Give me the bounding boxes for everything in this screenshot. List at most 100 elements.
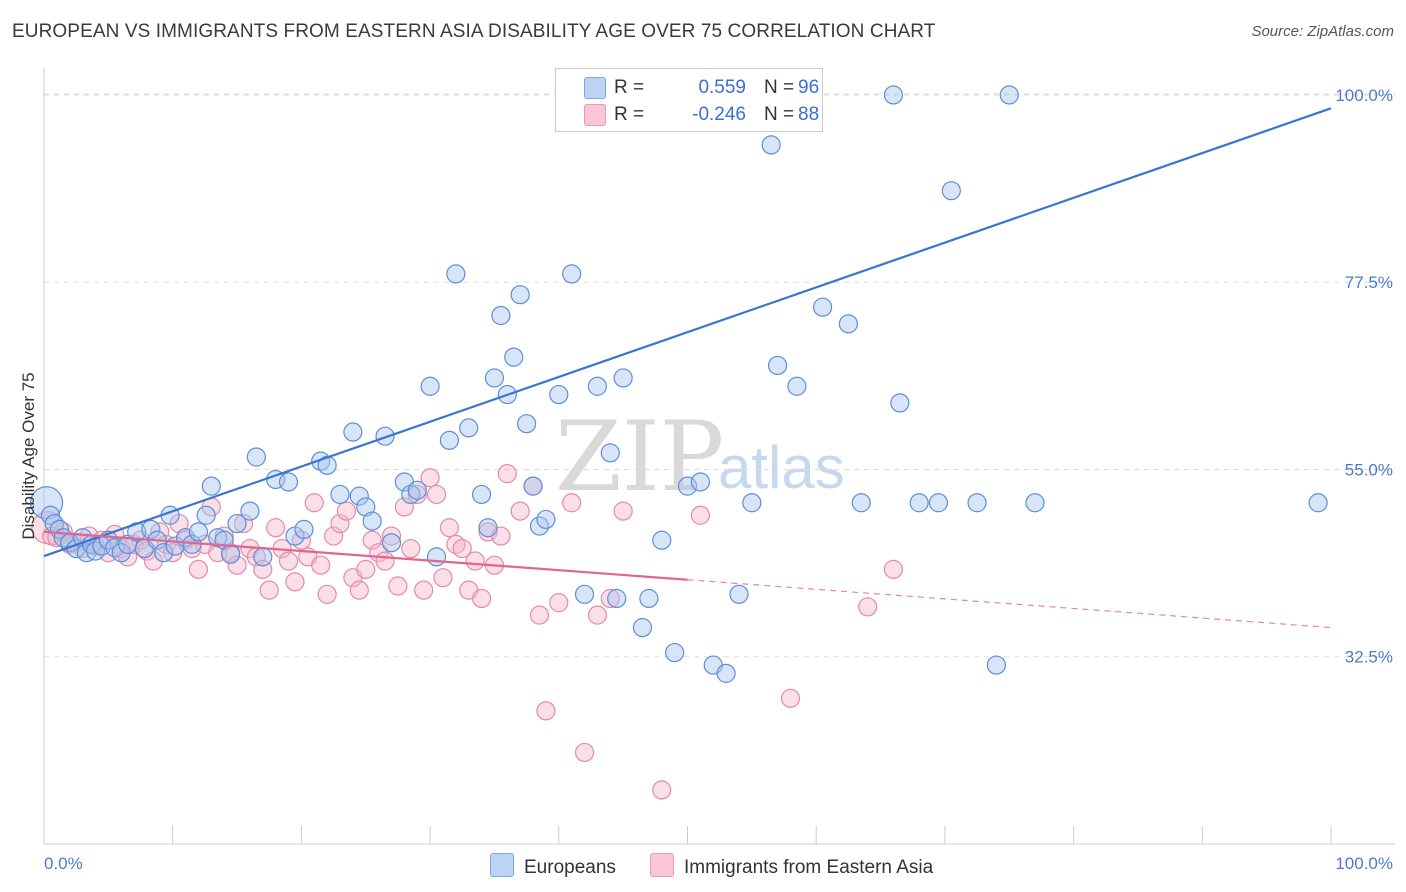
immigrants-point	[510, 501, 530, 521]
europeans-point	[227, 513, 247, 534]
europeans-point	[639, 588, 659, 609]
watermark: ZIP atlas	[555, 401, 845, 513]
immigrants-point	[587, 605, 608, 625]
immigrants-point	[452, 538, 472, 559]
immigrants-point	[536, 701, 556, 721]
europeans-trend-line	[43, 107, 1332, 558]
n-label: N =	[764, 77, 795, 98]
europeans-point	[381, 533, 402, 553]
y-tick-label: 55.0%	[1345, 460, 1393, 479]
immigrants-trend-extension	[687, 579, 1332, 629]
europeans-legend-label: Europeans	[524, 857, 616, 878]
europeans-point	[909, 493, 929, 513]
trend-lines	[43, 107, 1332, 629]
immigrants-point	[465, 551, 485, 571]
immigrants-point	[613, 501, 633, 521]
europeans-point	[446, 264, 466, 284]
immigrants-point	[690, 505, 710, 525]
europeans-point	[729, 584, 749, 604]
immigrants-point	[420, 468, 440, 488]
europeans-point	[600, 443, 620, 463]
immigrants-point	[375, 551, 395, 571]
europeans-point	[652, 530, 672, 550]
europeans-swatch	[584, 77, 606, 99]
immigrants-point	[394, 497, 414, 517]
europeans-point	[536, 509, 556, 530]
europeans-point	[928, 493, 949, 513]
immigrants-point	[381, 526, 402, 546]
europeans-point	[196, 505, 216, 525]
immigrants-point	[317, 584, 337, 604]
europeans-point	[349, 486, 369, 506]
immigrants-point	[323, 526, 344, 546]
europeans-point	[761, 135, 781, 155]
europeans-point	[201, 476, 221, 496]
r-label: R =	[614, 104, 645, 125]
immigrants-point	[304, 493, 324, 513]
bottom-legend-europeans: Europeans	[490, 853, 616, 879]
watermark-zip: ZIP	[555, 401, 724, 513]
immigrants-point	[311, 555, 331, 575]
immigrants-point	[362, 530, 382, 550]
y-tick-label: 77.5%	[1345, 273, 1393, 292]
immigrants-point	[259, 580, 279, 600]
immigrants-point	[549, 593, 569, 613]
europeans-point	[999, 85, 1019, 105]
immigrants-trend-line	[43, 530, 688, 581]
immigrants-point	[858, 597, 878, 617]
immigrants-point	[330, 513, 350, 534]
europeans-point	[141, 519, 161, 540]
immigrants-point	[407, 484, 427, 505]
europeans-point	[362, 511, 382, 531]
europeans-point	[941, 181, 961, 201]
immigrants-point	[336, 501, 357, 521]
europeans-point	[278, 472, 299, 492]
immigrants-point	[883, 559, 904, 579]
r-value-immigrants: -0.246	[692, 104, 746, 125]
immigrants-point	[426, 484, 447, 505]
immigrants-point	[388, 576, 408, 596]
immigrants-point	[600, 588, 620, 609]
europeans-point	[549, 384, 569, 405]
europeans-point	[890, 393, 910, 413]
chart-title: EUROPEAN VS IMMIGRANTS FROM EASTERN ASIA…	[12, 21, 936, 42]
immigrants-point	[278, 551, 299, 571]
immigrants-point	[439, 518, 460, 538]
immigrants-point	[285, 572, 305, 592]
europeans-point	[356, 497, 376, 517]
europeans-point	[253, 547, 273, 567]
europeans-point	[504, 347, 524, 367]
europeans-point	[665, 642, 685, 663]
europeans-point	[478, 518, 498, 538]
europeans-point	[1308, 493, 1328, 513]
europeans-point	[420, 376, 440, 396]
immigrants-point	[188, 559, 209, 579]
n-value-immigrants: 88	[798, 104, 820, 125]
immigrants-point	[478, 522, 498, 542]
europeans-point	[787, 376, 807, 396]
y-tick-label: 100.0%	[1335, 86, 1393, 105]
europeans-point	[221, 544, 241, 564]
immigrants-point	[227, 555, 247, 575]
y-tick-label: 32.5%	[1345, 648, 1393, 667]
europeans-point	[813, 297, 833, 317]
immigrants-point	[266, 518, 286, 538]
immigrants-point	[562, 493, 582, 513]
europeans-point	[523, 476, 543, 496]
immigrants-point	[414, 580, 434, 600]
immigrants-point	[349, 580, 369, 600]
europeans-point	[426, 547, 447, 567]
europeans-point	[574, 584, 595, 604]
europeans-points	[29, 85, 1328, 683]
europeans-point	[838, 314, 858, 334]
immigrants-point	[780, 688, 801, 708]
x-tick-label: 0.0%	[44, 854, 83, 873]
immigrants-swatch	[584, 104, 606, 126]
europeans-point	[294, 519, 314, 540]
grid-lines	[44, 93, 1395, 658]
r-label: R =	[614, 77, 645, 98]
immigrants-point	[497, 464, 517, 484]
europeans-point	[330, 484, 350, 505]
immigrants-point	[401, 538, 421, 559]
